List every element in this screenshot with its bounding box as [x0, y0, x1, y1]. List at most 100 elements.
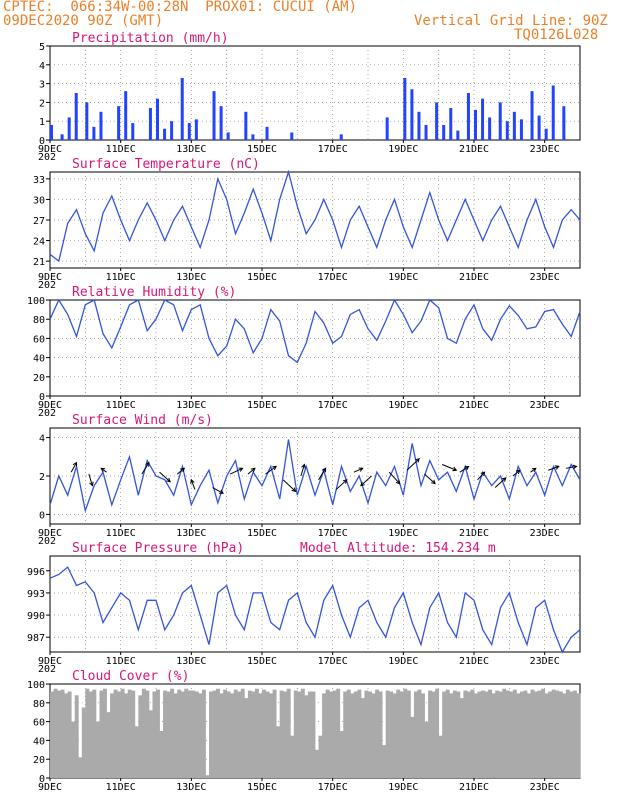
x-tick-label: 21DEC: [459, 144, 489, 155]
wind-arrow-head: [321, 467, 327, 473]
x-tick-label: 9DEC: [38, 144, 62, 155]
panel-title: Cloud Cover (%): [72, 669, 189, 684]
cloud-bar: [106, 712, 111, 778]
x-tick-label: 11DEC: [106, 656, 136, 667]
cloud-bar: [421, 693, 425, 778]
cloud-bar: [456, 691, 461, 778]
precip-bar: [474, 109, 477, 140]
cloud-bar: [201, 689, 206, 778]
precip-bar: [148, 108, 152, 140]
precip-bar: [170, 121, 174, 140]
wind-arrow-head: [358, 467, 364, 472]
wind-arrow-head: [572, 464, 578, 470]
y-tick-label: 2: [39, 472, 45, 483]
cloud-bar: [537, 690, 542, 778]
cloud-bar: [152, 691, 157, 778]
panel-frame: [49, 299, 581, 397]
precip-bar: [442, 124, 446, 140]
y-tick-label: 30: [33, 195, 45, 206]
panel-frame: [49, 45, 581, 141]
y-tick-label: 40: [33, 354, 45, 365]
precip-bar: [512, 111, 516, 140]
precip-bar: [194, 119, 198, 140]
cloud-bar: [502, 688, 507, 778]
cloud-bar: [131, 690, 136, 778]
y-tick-label: 24: [33, 237, 45, 248]
wind-arrow: [141, 462, 150, 475]
wind-arrow: [176, 467, 185, 475]
cloud-bar: [509, 691, 514, 778]
cloud-bar: [477, 691, 482, 778]
x-tick-label: 11DEC: [106, 400, 136, 411]
cloud-bar: [385, 690, 390, 778]
vertical-grid-note: Vertical Grid Line: 90Z: [414, 13, 608, 29]
precip-bar: [99, 111, 103, 140]
y-tick-label: 990: [27, 611, 45, 622]
cloud-bar: [117, 691, 122, 778]
cloud-bar: [470, 689, 475, 778]
cloud-bar: [198, 693, 203, 778]
x-tick-label: 15DEC: [247, 782, 277, 793]
cloud-bar: [251, 691, 256, 778]
cloud-bar: [81, 707, 86, 778]
x-tick-label: 11DEC: [106, 782, 136, 793]
cloud-bar: [435, 688, 440, 778]
cloud-bar: [297, 691, 302, 778]
y-tick-label: 4: [39, 61, 45, 72]
wind-arrow-head: [342, 479, 348, 484]
wind-arrow: [318, 468, 327, 481]
x-tick-label: 9DEC: [38, 528, 62, 539]
y-tick-label: 3: [39, 80, 45, 91]
cloud-bar: [67, 691, 72, 778]
cloud-bar: [57, 690, 61, 778]
cloud-bar: [392, 693, 397, 778]
y-tick-label: 40: [33, 736, 45, 747]
cloud-bar: [230, 693, 235, 778]
wind-arrow-head: [100, 467, 106, 473]
cloud-bar: [180, 691, 185, 778]
y-tick-label: 0: [39, 136, 45, 147]
cloud-bar: [572, 690, 577, 778]
cloud-bar: [276, 726, 281, 778]
x-tick-label: 19DEC: [388, 400, 418, 411]
cloud-bar: [223, 689, 228, 778]
precip-bar: [244, 111, 248, 140]
wind-arrow-head: [291, 487, 297, 493]
wind-arrow-head: [219, 489, 224, 494]
year-fragment: 202: [38, 408, 56, 419]
cloud-bar: [410, 716, 415, 778]
cloud-bar: [375, 689, 379, 778]
wind-arrow: [282, 479, 296, 492]
wind-arrow-head: [515, 469, 521, 475]
cloud-bar: [353, 691, 358, 778]
cloud-bar: [481, 690, 485, 778]
cloud-bar: [170, 688, 175, 778]
wind-arrow-head: [89, 481, 94, 487]
cloud-bar: [166, 691, 171, 778]
y-tick-label: 0: [39, 510, 45, 521]
x-tick-label: 9DEC: [38, 656, 62, 667]
wind-arrow-head: [190, 478, 195, 484]
panel-title: Surface Pressure (hPa): [72, 541, 244, 556]
cloud-bar: [527, 693, 531, 778]
x-tick-label: 15DEC: [247, 400, 277, 411]
cloud-bar: [488, 689, 493, 778]
precip-bar: [435, 102, 439, 140]
cloud-bar: [124, 693, 129, 778]
cloud-bar: [325, 689, 330, 778]
wind-arrow-head: [238, 467, 244, 472]
cloud-bar: [233, 689, 238, 778]
x-tick-label: 21DEC: [459, 272, 489, 283]
y-tick-label: 33: [33, 175, 45, 186]
cloud-bar: [191, 690, 196, 778]
x-tick-label: 9DEC: [38, 782, 62, 793]
wind-arrow: [512, 469, 521, 477]
wind-arrow: [212, 487, 224, 494]
cloud-bar: [428, 690, 432, 778]
cloud-bar: [505, 690, 510, 778]
cloud-bar: [541, 688, 546, 778]
wind-arrow: [565, 465, 577, 469]
x-tick-label: 9DEC: [38, 272, 62, 283]
cloud-bar: [442, 691, 447, 778]
x-tick-label: 15DEC: [247, 656, 277, 667]
